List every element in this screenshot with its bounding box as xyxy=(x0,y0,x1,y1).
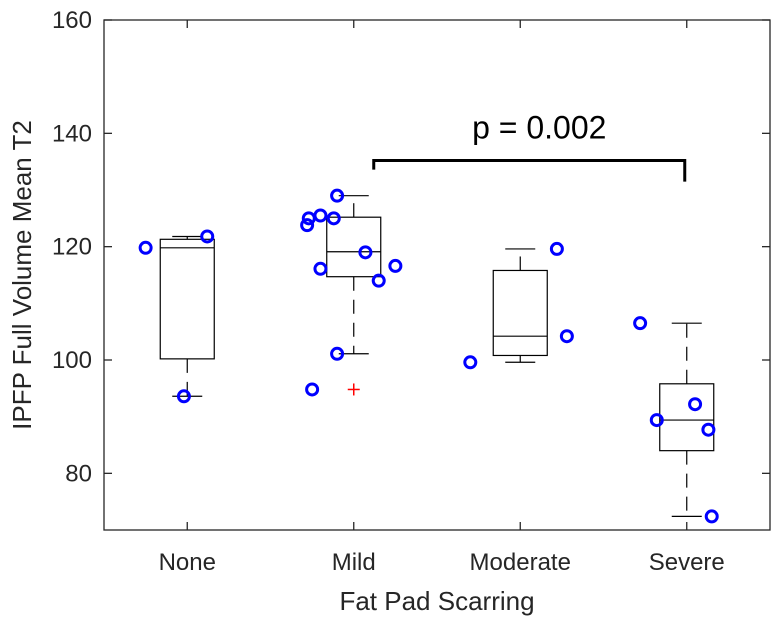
box-iqr xyxy=(659,383,715,452)
box-iqr xyxy=(492,269,548,357)
x-axis-label: Fat Pad Scarring xyxy=(339,586,534,616)
x-tick-label: Moderate xyxy=(470,549,571,576)
data-point xyxy=(300,218,315,233)
y-tick-label: 120 xyxy=(52,234,92,261)
data-point xyxy=(559,329,574,344)
p-value-label: p = 0.002 xyxy=(472,110,606,146)
data-point xyxy=(549,241,564,256)
y-tick-label: 80 xyxy=(65,460,92,487)
data-point xyxy=(463,355,478,370)
data-point xyxy=(330,346,345,361)
box-iqr xyxy=(159,238,215,360)
data-point xyxy=(138,240,153,255)
data-point xyxy=(200,229,215,244)
data-point xyxy=(330,188,345,203)
y-tick-label: 140 xyxy=(52,120,92,147)
data-point xyxy=(326,211,341,226)
box-iqr xyxy=(326,216,382,278)
data-point xyxy=(649,413,664,428)
axes-layer: 80 100 120 140 160 None Mild Moderate Severe xyxy=(52,7,770,576)
data-point xyxy=(388,258,403,273)
box-none xyxy=(159,235,215,397)
data-point xyxy=(633,316,648,331)
plot-area-frame xyxy=(103,19,771,531)
data-point xyxy=(358,245,373,260)
x-tick-label: Mild xyxy=(332,549,376,576)
y-tick-label: 160 xyxy=(52,7,92,34)
data-point xyxy=(701,422,716,437)
x-tick-label: None xyxy=(159,549,216,576)
data-point xyxy=(371,273,386,288)
significance-bracket xyxy=(372,159,687,182)
annotation-layer: p = 0.002 xyxy=(372,110,687,182)
box-moderate xyxy=(492,248,548,363)
box-severe xyxy=(659,322,715,518)
y-tick-label: 100 xyxy=(52,347,92,374)
points-layer xyxy=(138,188,719,524)
y-axis-label: IPFP Full Volume Mean T2 xyxy=(7,120,37,430)
data-point xyxy=(704,509,719,524)
data-point xyxy=(313,261,328,276)
data-point xyxy=(688,397,703,412)
data-point xyxy=(305,382,320,397)
data-point xyxy=(313,208,328,223)
x-tick-label: Severe xyxy=(649,549,725,576)
data-point xyxy=(176,389,191,404)
outlier-marker xyxy=(347,383,360,396)
